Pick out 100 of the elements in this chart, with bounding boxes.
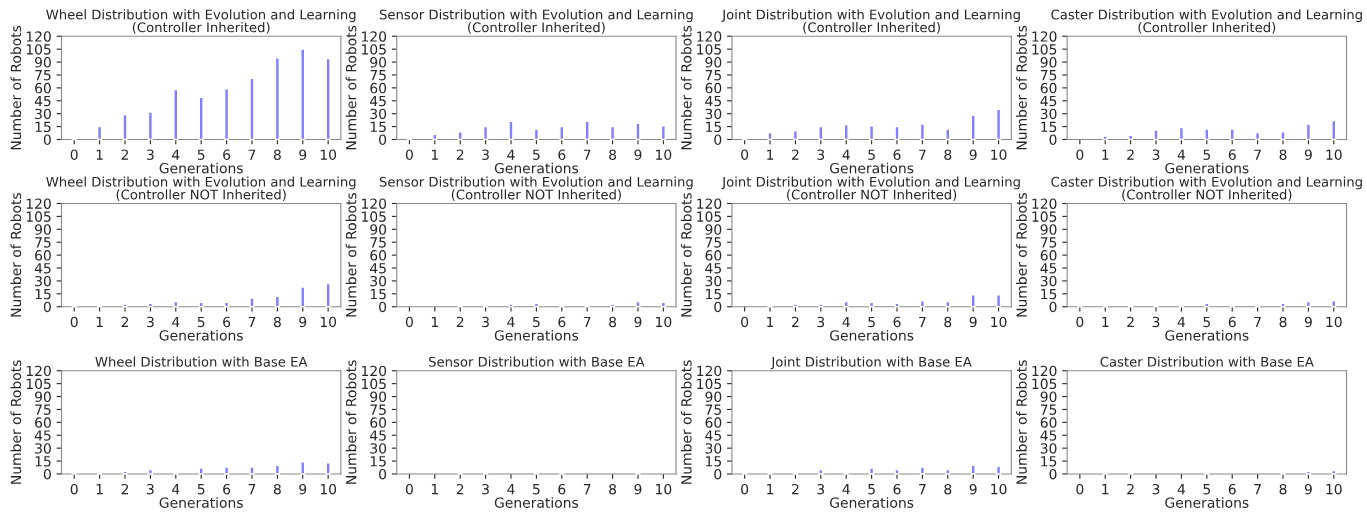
x-tick-label: 6 — [223, 316, 231, 328]
x-axis-title: Generations — [159, 162, 243, 174]
y-tick-label: 75 — [35, 237, 51, 248]
bar — [300, 48, 306, 141]
x-tick-label: 4 — [842, 316, 850, 328]
x-tick-label: 6 — [558, 483, 566, 495]
x-axis-title: Generations — [830, 162, 914, 174]
bar — [457, 131, 463, 141]
x-tick-label: 3 — [482, 149, 489, 160]
x-tick-label: 7 — [583, 149, 591, 160]
y-tick-label: 90 — [370, 224, 387, 235]
bar — [559, 125, 565, 141]
x-tick-label: 8 — [609, 149, 617, 160]
y-axis-title: Number of Robots — [10, 360, 22, 484]
y-tick-label: 60 — [370, 82, 387, 94]
y-tick-label: 75 — [370, 237, 386, 248]
x-tick-label: 0 — [741, 483, 749, 495]
x-tick-label: 3 — [147, 149, 154, 160]
y-axis-title: Number of Robots — [345, 360, 357, 484]
chart-title: Joint Distribution with Base EA — [770, 356, 972, 370]
y-tick-label: 90 — [1040, 391, 1057, 403]
x-tick-label: 3 — [1152, 149, 1160, 160]
x-axis-title: Generations — [159, 497, 243, 508]
y-tick-label: 0 — [379, 468, 387, 480]
x-tick-label: 3 — [1152, 316, 1160, 328]
y-tick-label: 30 — [705, 275, 722, 287]
bar — [274, 464, 280, 475]
x-tick-label: 1 — [431, 484, 438, 495]
y-tick-label: 75 — [705, 70, 721, 81]
y-tick-label: 45 — [370, 430, 386, 441]
x-tick-label: 10 — [320, 149, 337, 160]
x-tick-label: 9 — [634, 149, 642, 160]
x-tick-label: 0 — [1076, 316, 1084, 328]
bar — [533, 128, 539, 141]
y-tick-label: 0 — [43, 134, 51, 145]
y-tick-label: 75 — [705, 237, 721, 248]
y-tick-label: 30 — [370, 275, 387, 287]
bar — [970, 464, 976, 475]
x-tick-label: 6 — [558, 316, 566, 328]
y-tick-label: 60 — [370, 417, 387, 428]
x-tick-label: 6 — [893, 316, 901, 328]
y-tick-label: 75 — [1040, 70, 1057, 81]
y-tick-label: 120 — [697, 198, 722, 209]
y-tick-label: 30 — [705, 108, 722, 120]
x-tick-label: 6 — [893, 149, 901, 160]
x-tick-label: 2 — [792, 483, 799, 495]
x-tick-label: 4 — [1177, 484, 1186, 495]
x-tick-label: 5 — [868, 484, 875, 495]
bar — [584, 120, 590, 141]
y-tick-label: 60 — [1040, 250, 1057, 261]
bar — [818, 125, 824, 141]
y-tick-label: 105 — [697, 44, 721, 55]
y-tick-label: 45 — [1040, 263, 1057, 274]
bar — [919, 123, 926, 141]
y-tick-label: 105 — [362, 44, 386, 55]
y-tick-label: 0 — [43, 301, 51, 313]
bar — [274, 57, 280, 141]
y-axis-title: Number of Robots — [1016, 360, 1027, 484]
bar — [223, 466, 230, 475]
x-tick-label: 2 — [121, 149, 129, 160]
x-tick-label: 3 — [817, 483, 825, 495]
x-tick-label: 10 — [991, 316, 1007, 328]
y-tick-label: 75 — [35, 404, 51, 415]
bar — [122, 303, 128, 308]
y-tick-label: 30 — [35, 275, 51, 287]
x-tick-label: 5 — [868, 316, 875, 328]
bar — [894, 468, 900, 475]
bar — [1280, 131, 1286, 141]
y-tick-label: 90 — [1040, 57, 1057, 68]
x-tick-label: 7 — [583, 316, 591, 328]
y-tick-label: 15 — [1041, 456, 1057, 467]
x-tick-label: 2 — [456, 149, 464, 160]
bar — [945, 128, 951, 141]
y-tick-label: 105 — [1032, 378, 1057, 390]
bar — [325, 282, 331, 308]
x-tick-label: 9 — [634, 316, 642, 328]
x-tick-label: 10 — [991, 483, 1007, 495]
x-axis-title: Generations — [494, 497, 579, 508]
y-tick-label: 90 — [34, 224, 51, 235]
x-tick-label: 8 — [609, 316, 617, 328]
x-tick-label: 1 — [1102, 316, 1109, 328]
y-tick-label: 15 — [706, 288, 721, 300]
y-tick-label: 75 — [370, 70, 386, 81]
bar — [249, 466, 255, 475]
x-tick-label: 10 — [656, 483, 672, 495]
x-tick-label: 6 — [558, 149, 566, 160]
bar — [300, 461, 306, 475]
x-tick-label: 2 — [456, 316, 464, 328]
x-tick-label: 5 — [533, 484, 540, 495]
x-tick-label: 9 — [969, 316, 977, 328]
x-tick-label: 10 — [1326, 149, 1342, 160]
y-tick-label: 0 — [1049, 468, 1057, 480]
x-tick-label: 9 — [634, 483, 642, 495]
x-tick-label: 7 — [248, 316, 256, 328]
x-tick-label: 0 — [1076, 483, 1084, 495]
x-tick-label: 8 — [944, 149, 952, 160]
bar — [198, 467, 204, 475]
y-tick-label: 105 — [26, 211, 51, 222]
y-axis-title: Number of Robots — [680, 25, 692, 150]
x-tick-label: 5 — [197, 316, 205, 328]
